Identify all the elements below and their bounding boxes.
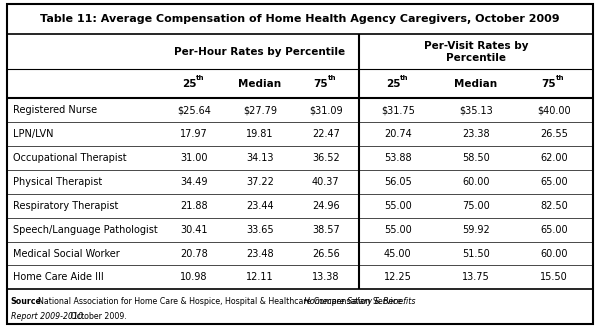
Text: 55.00: 55.00: [384, 225, 412, 235]
Text: Homecare Salary & Benefits: Homecare Salary & Benefits: [304, 297, 416, 306]
Text: 25: 25: [182, 79, 196, 89]
Text: 34.13: 34.13: [246, 153, 274, 163]
Text: $31.75: $31.75: [381, 105, 415, 115]
Text: 45.00: 45.00: [384, 249, 412, 258]
Text: 30.41: 30.41: [180, 225, 208, 235]
Text: 31.00: 31.00: [180, 153, 208, 163]
Text: 51.50: 51.50: [462, 249, 490, 258]
Text: 23.38: 23.38: [462, 129, 490, 139]
Text: 53.88: 53.88: [384, 153, 412, 163]
Text: 26.56: 26.56: [312, 249, 340, 258]
Text: 20.78: 20.78: [180, 249, 208, 258]
Text: 10.98: 10.98: [180, 272, 208, 282]
Text: 60.00: 60.00: [540, 249, 568, 258]
Text: Median: Median: [454, 79, 497, 89]
Text: 23.44: 23.44: [246, 201, 274, 211]
Text: 24.96: 24.96: [312, 201, 340, 211]
Text: October 2009.: October 2009.: [68, 312, 127, 321]
Text: $31.09: $31.09: [309, 105, 343, 115]
Text: th: th: [328, 75, 337, 81]
Text: 13.75: 13.75: [462, 272, 490, 282]
Text: : National Association for Home Care & Hospice, Hospital & Healthcare Compensati: : National Association for Home Care & H…: [33, 297, 407, 306]
Text: Per-Visit Rates by
Percentile: Per-Visit Rates by Percentile: [424, 41, 528, 63]
Text: 65.00: 65.00: [540, 225, 568, 235]
Text: 36.52: 36.52: [312, 153, 340, 163]
Text: Respiratory Therapist: Respiratory Therapist: [13, 201, 119, 211]
Text: 82.50: 82.50: [540, 201, 568, 211]
Text: 60.00: 60.00: [462, 177, 490, 187]
Text: 23.48: 23.48: [246, 249, 274, 258]
Text: 25: 25: [386, 79, 400, 89]
Text: Per-Hour Rates by Percentile: Per-Hour Rates by Percentile: [174, 47, 346, 57]
Text: 65.00: 65.00: [540, 177, 568, 187]
Text: 56.05: 56.05: [384, 177, 412, 187]
Text: Report 2009-2010.: Report 2009-2010.: [11, 312, 85, 321]
Text: 75.00: 75.00: [462, 201, 490, 211]
Text: Home Care Aide III: Home Care Aide III: [13, 272, 104, 282]
Text: 37.22: 37.22: [246, 177, 274, 187]
Text: 19.81: 19.81: [246, 129, 274, 139]
Text: 12.25: 12.25: [384, 272, 412, 282]
Text: th: th: [400, 75, 409, 81]
Text: 38.57: 38.57: [312, 225, 340, 235]
Text: 55.00: 55.00: [384, 201, 412, 211]
Text: 59.92: 59.92: [462, 225, 490, 235]
Text: 12.11: 12.11: [246, 272, 274, 282]
Text: $40.00: $40.00: [537, 105, 571, 115]
Text: 75: 75: [314, 79, 328, 89]
Text: Physical Therapist: Physical Therapist: [13, 177, 103, 187]
Text: th: th: [196, 75, 205, 81]
Text: Registered Nurse: Registered Nurse: [13, 105, 97, 115]
Text: $25.64: $25.64: [177, 105, 211, 115]
Text: 40.37: 40.37: [312, 177, 340, 187]
Text: 62.00: 62.00: [540, 153, 568, 163]
Text: 20.74: 20.74: [384, 129, 412, 139]
Text: th: th: [556, 75, 565, 81]
Text: 21.88: 21.88: [180, 201, 208, 211]
Text: 33.65: 33.65: [246, 225, 274, 235]
Text: $27.79: $27.79: [243, 105, 277, 115]
Text: 17.97: 17.97: [180, 129, 208, 139]
Text: 75: 75: [542, 79, 556, 89]
Text: 13.38: 13.38: [312, 272, 340, 282]
Text: Median: Median: [238, 79, 281, 89]
Text: 15.50: 15.50: [540, 272, 568, 282]
Text: 22.47: 22.47: [312, 129, 340, 139]
Text: 26.55: 26.55: [540, 129, 568, 139]
Text: 58.50: 58.50: [462, 153, 490, 163]
Text: LPN/LVN: LPN/LVN: [13, 129, 54, 139]
Text: Medical Social Worker: Medical Social Worker: [13, 249, 120, 258]
Text: Speech/Language Pathologist: Speech/Language Pathologist: [13, 225, 158, 235]
Text: Occupational Therapist: Occupational Therapist: [13, 153, 127, 163]
Text: Table 11: Average Compensation of Home Health Agency Caregivers, October 2009: Table 11: Average Compensation of Home H…: [40, 14, 560, 24]
Text: 34.49: 34.49: [180, 177, 208, 187]
Text: Source: Source: [11, 297, 41, 306]
Text: $35.13: $35.13: [459, 105, 493, 115]
